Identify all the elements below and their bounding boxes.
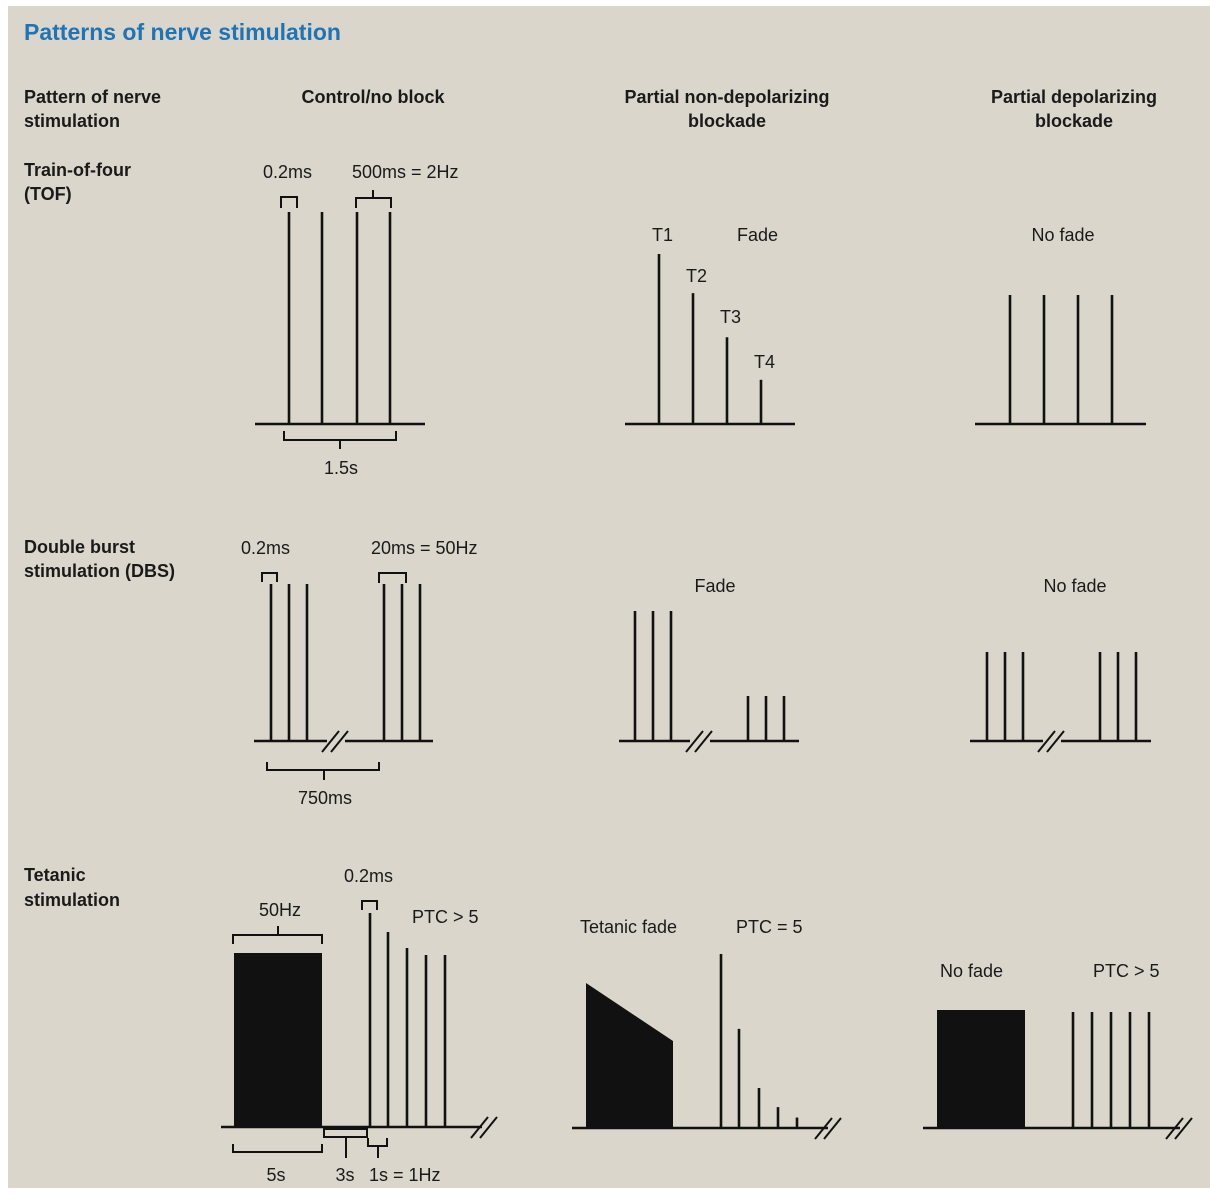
dbs-dep-axis-break bbox=[1046, 730, 1065, 753]
dbs-nondep-axis-break bbox=[685, 730, 704, 753]
tof-t1-label: T1 bbox=[652, 225, 673, 245]
tet-pulse-width-bracket bbox=[361, 900, 378, 910]
dbs-dep-axis-break bbox=[1037, 730, 1056, 753]
tet-nondep-diagram: Tetanic fade PTC = 5 bbox=[572, 917, 842, 1140]
tet-single-bracket bbox=[367, 1138, 388, 1147]
dbs-interval-label: 20ms = 50Hz bbox=[371, 538, 478, 558]
tet-nondep-axis-break bbox=[823, 1117, 842, 1140]
dbs-duration-bracket bbox=[266, 762, 380, 771]
tof-t3-label: T3 bbox=[720, 307, 741, 327]
header-dep-line1: Partial depolarizing bbox=[991, 87, 1157, 107]
tet-duration-bracket bbox=[232, 1144, 323, 1153]
dbs-nondep-fade-label: Fade bbox=[694, 576, 735, 596]
tet-duration-label: 5s bbox=[266, 1165, 285, 1185]
dbs-pulse-width-bracket bbox=[261, 572, 278, 582]
row-label-tet-line1: Tetanic bbox=[24, 865, 86, 885]
dbs-control-axis-break bbox=[330, 730, 349, 753]
tet-dep-ptc-label: PTC > 5 bbox=[1093, 961, 1160, 981]
tet-pulse-width-label: 0.2ms bbox=[344, 866, 393, 886]
tof-interval-bracket bbox=[355, 197, 392, 208]
tet-ptc-label: PTC > 5 bbox=[412, 907, 479, 927]
tet-single-label: 1s = 1Hz bbox=[369, 1165, 441, 1185]
dbs-nondep-axis-break bbox=[694, 730, 713, 753]
tet-control-diagram: 50Hz 0.2ms PTC > 5 5s 3s 1s = 1Hz bbox=[221, 866, 498, 1185]
dbs-dep-fade-label: No fade bbox=[1043, 576, 1106, 596]
tet-nondep-axis-break bbox=[814, 1117, 833, 1140]
tof-pulse-width-bracket bbox=[280, 196, 298, 208]
tof-t4-label: T4 bbox=[754, 352, 775, 372]
row-label-dbs-line2: stimulation (DBS) bbox=[24, 561, 175, 581]
tet-control-axis-break bbox=[470, 1116, 489, 1139]
header-pattern-line2: stimulation bbox=[24, 111, 120, 131]
tet-pause-bracket bbox=[323, 1128, 368, 1138]
tof-duration-bracket bbox=[283, 431, 397, 441]
tet-pause-label: 3s bbox=[335, 1165, 354, 1185]
tet-nondep-fade-label: Tetanic fade bbox=[580, 917, 677, 937]
tof-nondep-fade-label: Fade bbox=[737, 225, 778, 245]
tof-nondep-diagram: T1 T2 T3 T4 Fade bbox=[625, 225, 795, 426]
dbs-duration-label: 750ms bbox=[298, 788, 352, 808]
tet-dep-axis-break bbox=[1174, 1117, 1193, 1140]
tof-dep-diagram: No fade bbox=[975, 225, 1146, 426]
header-control: Control/no block bbox=[302, 87, 446, 107]
dbs-pulse-width-label: 0.2ms bbox=[241, 538, 290, 558]
tof-interval-label: 500ms = 2Hz bbox=[352, 162, 459, 182]
tet-control-tetanus-block bbox=[234, 953, 322, 1127]
tet-control-axis-break bbox=[479, 1116, 498, 1139]
tof-pulse-width-label: 0.2ms bbox=[263, 162, 312, 182]
tet-nondep-fading-tetanus bbox=[586, 983, 673, 1128]
row-label-dbs-line1: Double burst bbox=[24, 537, 135, 557]
dbs-interval-bracket bbox=[378, 572, 407, 583]
row-label-tof-line2: (TOF) bbox=[24, 184, 72, 204]
row-label-tof-line1: Train-of-four bbox=[24, 160, 131, 180]
header-pattern-line1: Pattern of nerve bbox=[24, 87, 161, 107]
header-nondep-line2: blockade bbox=[688, 111, 766, 131]
page-title: Patterns of nerve stimulation bbox=[24, 19, 341, 45]
dbs-control-axis-break bbox=[321, 730, 340, 753]
tet-frequency-bracket bbox=[232, 934, 323, 944]
tet-dep-fade-label: No fade bbox=[940, 961, 1003, 981]
tof-duration-label: 1.5s bbox=[324, 458, 358, 478]
header-nondep-line1: Partial non-depolarizing bbox=[624, 87, 829, 107]
tet-dep-diagram: No fade PTC > 5 bbox=[923, 961, 1193, 1140]
tet-dep-tetanus-block bbox=[937, 1010, 1025, 1128]
tof-dep-fade-label: No fade bbox=[1031, 225, 1094, 245]
tet-nondep-ptc-label: PTC = 5 bbox=[736, 917, 803, 937]
row-label-tet-line2: stimulation bbox=[24, 890, 120, 910]
dbs-nondep-diagram: Fade bbox=[619, 576, 799, 753]
tof-t2-label: T2 bbox=[686, 266, 707, 286]
header-dep-line2: blockade bbox=[1035, 111, 1113, 131]
dbs-control-diagram: 0.2ms 20ms = 50Hz 750ms bbox=[241, 538, 478, 808]
figure-panel bbox=[8, 6, 1210, 1188]
tof-control-diagram: 0.2ms 500ms = 2Hz 1.5s bbox=[255, 162, 459, 478]
tet-frequency-label: 50Hz bbox=[259, 900, 301, 920]
dbs-dep-diagram: No fade bbox=[970, 576, 1151, 753]
tet-dep-axis-break bbox=[1165, 1117, 1184, 1140]
